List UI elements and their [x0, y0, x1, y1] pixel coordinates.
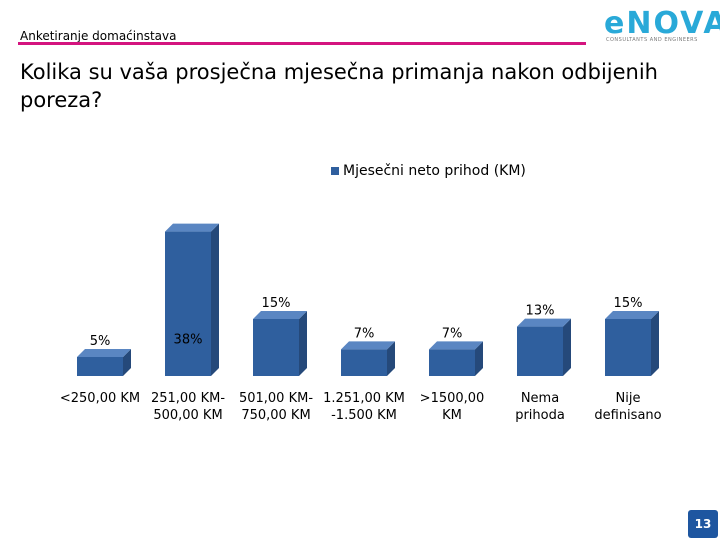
category-label-7: Nije definisano: [594, 391, 661, 423]
bar-side-face: [299, 311, 307, 376]
bar-front-face: [429, 349, 475, 376]
bar-6: [517, 318, 571, 376]
logo: eNOVA CONSULTANTS AND ENGINEERS: [600, 6, 720, 48]
category-label-line: 1.251,00 KM: [323, 391, 405, 406]
bar-top-face: [77, 349, 131, 357]
category-label-line: definisano: [594, 408, 661, 423]
legend-label: Mjesečni neto prihod (KM): [343, 163, 526, 179]
bar-side-face: [475, 341, 483, 376]
category-label-3: 501,00 KM- 750,00 KM: [239, 391, 313, 423]
bar-top-face: [341, 341, 395, 350]
bar-side-face: [123, 349, 131, 376]
logo-subtitle: CONSULTANTS AND ENGINEERS: [606, 37, 698, 43]
bar-3: [253, 311, 307, 376]
bar-side-face: [563, 318, 571, 376]
page-number-badge: 13: [688, 510, 718, 538]
bar-top-face: [253, 311, 307, 319]
bar-1: [77, 349, 131, 376]
category-label-line: 251,00 KM-: [151, 391, 225, 406]
category-label-4: 1.251,00 KM -1.500 KM: [323, 391, 405, 423]
bar-front-face: [605, 319, 651, 376]
bar-front-face: [77, 357, 123, 376]
data-label-3: 15%: [262, 296, 291, 311]
legend-swatch: [331, 167, 339, 175]
header-section-label: Anketiranje domaćinstava: [20, 29, 177, 43]
category-label-5: >1500,00 KM: [420, 391, 485, 423]
category-label-line: KM: [442, 408, 462, 423]
category-label-line: 500,00 KM: [153, 408, 222, 423]
bar-top-face: [165, 223, 219, 232]
category-label-line: prihoda: [515, 408, 565, 423]
category-label-6: Nema prihoda: [515, 391, 565, 423]
bar-top-face: [517, 318, 571, 327]
header-accent-rule: [18, 42, 586, 45]
data-label-2: 38%: [174, 333, 203, 348]
data-label-4: 7%: [354, 326, 375, 341]
category-label-line: <250,00 KM: [60, 391, 140, 406]
category-label-line: Nije: [616, 391, 641, 406]
bar-top-face: [429, 341, 483, 350]
bar-chart: Mjesečni neto prihod (KM) 5% <250,00 KM 38%…: [60, 163, 662, 423]
category-label-line: -1.500 KM: [331, 408, 397, 423]
category-label-line: >1500,00: [420, 391, 485, 406]
category-label-1: <250,00 KM: [60, 391, 140, 406]
logo-word: eNOVA: [604, 6, 720, 41]
bar-5: [429, 341, 483, 376]
chart-legend: Mjesečni neto prihod (KM): [331, 163, 526, 179]
data-label-6: 13%: [526, 304, 555, 319]
bar-4: [341, 341, 395, 376]
slide-title: Kolika su vaša prosječna mjesečna priman…: [20, 60, 658, 112]
bar-7: [605, 311, 659, 376]
category-label-line: 501,00 KM-: [239, 391, 313, 406]
bar-top-face: [605, 311, 659, 319]
bar-2: [165, 223, 219, 376]
bar-side-face: [651, 311, 659, 376]
data-label-5: 7%: [442, 326, 463, 341]
bar-front-face: [341, 349, 387, 376]
data-label-1: 5%: [90, 334, 111, 349]
data-label-7: 15%: [614, 296, 643, 311]
category-label-2: 251,00 KM- 500,00 KM: [151, 391, 225, 423]
category-label-line: 750,00 KM: [241, 408, 310, 423]
bar-front-face: [253, 319, 299, 376]
category-label-line: Nema: [521, 391, 559, 406]
bar-front-face: [165, 231, 211, 376]
bar-side-face: [387, 341, 395, 376]
bar-side-face: [211, 223, 219, 376]
bar-front-face: [517, 326, 563, 376]
